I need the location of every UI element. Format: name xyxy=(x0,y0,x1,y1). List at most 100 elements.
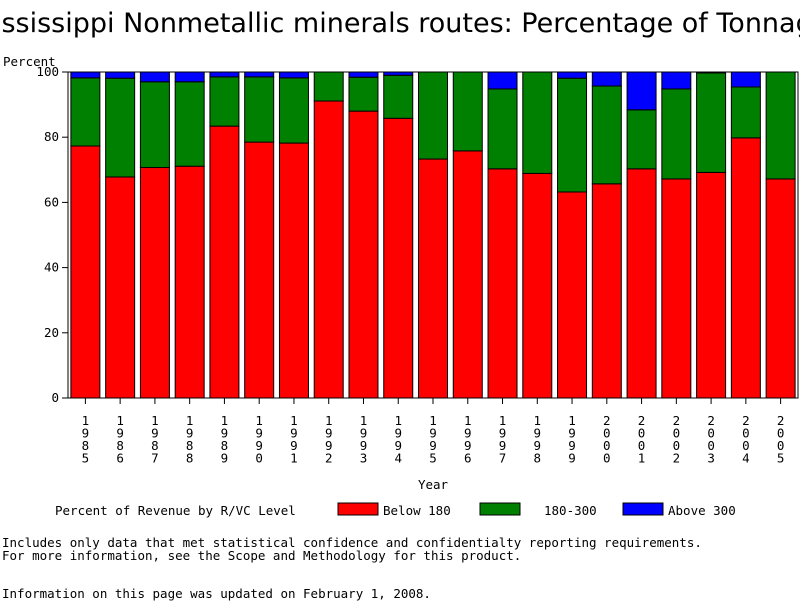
bar-segment-below-180-1989 xyxy=(209,125,240,399)
y-tick-label: 0 xyxy=(51,390,59,405)
legend-swatch-below-180 xyxy=(337,502,379,516)
bar-segment-below-180-2000 xyxy=(591,183,622,399)
x-axis: 1 9 8 5 1 9 8 6 1 9 8 7 1 9 8 8 1 9 8 9 1 9 9 0 1 9 9 1 1 9 9 2 1 9 9 3 1 9 9 4… xyxy=(82,398,785,466)
bar-segment-180-300-1996 xyxy=(452,71,483,152)
legend-label: Below 180 xyxy=(383,503,451,518)
bar-segment-below-180-1992 xyxy=(313,100,344,399)
bar-segment-below-180-1985 xyxy=(70,145,101,399)
bar-segment-above-300-1987 xyxy=(139,71,170,83)
bar-segment-180-300-2005 xyxy=(765,71,796,180)
bar-segment-above-300-1986 xyxy=(105,71,136,79)
y-axis: 0 20 40 60 80 100 xyxy=(36,64,68,405)
bar-segment-180-300-1995 xyxy=(418,71,448,160)
bar-segment-above-300-1999 xyxy=(557,71,588,79)
footnote-updated: Information on this page was updated on … xyxy=(2,586,431,601)
bar-segment-180-300-1987 xyxy=(139,81,170,169)
bar-segment-below-180-2003 xyxy=(696,171,727,399)
bar-segment-180-300-1986 xyxy=(105,77,136,178)
bar-segment-below-180-1994 xyxy=(383,117,414,399)
bar-segment-below-180-1990 xyxy=(244,141,275,399)
bar-segment-180-300-1993 xyxy=(348,76,379,112)
footnote-confidence: Includes only data that met statistical … xyxy=(2,535,702,550)
bar-segment-180-300-2002 xyxy=(661,88,692,180)
y-tick-label: 40 xyxy=(44,260,59,275)
bar-segment-below-180-1999 xyxy=(557,191,588,399)
y-tick-label: 100 xyxy=(36,64,59,79)
bar-segment-below-180-1998 xyxy=(522,172,553,399)
bar-segment-180-300-1994 xyxy=(383,74,414,119)
y-tick-label: 80 xyxy=(44,129,59,144)
legend-swatch-180-300 xyxy=(479,502,521,516)
bar-segment-180-300-1997 xyxy=(487,88,518,170)
bar-segment-below-180-1991 xyxy=(278,142,309,399)
bar-segment-180-300-1991 xyxy=(278,77,309,144)
bar-segment-above-300-1988 xyxy=(174,71,205,83)
bar-segment-below-180-2002 xyxy=(661,178,692,399)
bar-segment-below-180-2001 xyxy=(626,168,657,399)
bar-segment-below-180-2005 xyxy=(765,178,796,399)
bar-segment-180-300-2001 xyxy=(626,109,657,170)
bar-segment-above-300-2002 xyxy=(661,71,692,90)
bar-segment-above-300-1997 xyxy=(487,71,518,90)
bar-segment-180-300-1985 xyxy=(70,77,101,147)
bar-segment-180-300-1989 xyxy=(209,76,240,127)
bar-segment-below-180-1996 xyxy=(452,150,483,399)
bar-segment-above-300-1991 xyxy=(278,71,309,79)
bar-segment-above-300-1989 xyxy=(209,71,240,78)
bars xyxy=(70,71,796,399)
bar-segment-180-300-1992 xyxy=(313,71,344,102)
bar-segment-above-300-2001 xyxy=(626,71,657,111)
bar-segment-above-300-1985 xyxy=(70,71,101,79)
y-tick-label: 20 xyxy=(44,325,59,340)
bar-segment-below-180-1997 xyxy=(487,168,518,399)
y-tick-label: 60 xyxy=(44,194,59,209)
legend: Percent of Revenue by R/VC Level Below 1… xyxy=(55,502,736,518)
bar-segment-180-300-1988 xyxy=(174,81,205,167)
bar-segment-above-300-1990 xyxy=(244,71,275,78)
legend-title: Percent of Revenue by R/VC Level xyxy=(55,503,296,518)
bar-segment-below-180-1995 xyxy=(418,158,448,399)
footnote-methodology: For more information, see the Scope and … xyxy=(2,548,522,563)
bar-segment-above-300-2004 xyxy=(730,71,761,88)
bar-segment-above-300-1993 xyxy=(348,71,379,78)
bar-segment-180-300-2004 xyxy=(730,86,761,139)
bar-segment-below-180-1988 xyxy=(174,165,205,399)
y-axis-label: Percent xyxy=(3,54,56,69)
bar-segment-180-300-1998 xyxy=(522,71,553,174)
bar-segment-180-300-1999 xyxy=(557,77,588,193)
bar-segment-below-180-1986 xyxy=(105,176,136,399)
bar-segment-below-180-1993 xyxy=(348,110,379,399)
legend-label: 180-300 xyxy=(544,503,597,518)
bar-segment-below-180-2004 xyxy=(730,137,761,399)
bar-segment-180-300-2003 xyxy=(696,72,727,173)
legend-label: Above 300 xyxy=(668,503,736,518)
chart-title: Mississippi Nonmetallic minerals routes:… xyxy=(0,8,800,39)
x-axis-label: Year xyxy=(418,477,449,492)
bar-segment-above-300-2000 xyxy=(591,71,622,87)
bar-segment-180-300-1990 xyxy=(244,76,275,143)
legend-swatch-above-300 xyxy=(622,502,664,516)
bar-segment-below-180-1987 xyxy=(139,167,170,399)
